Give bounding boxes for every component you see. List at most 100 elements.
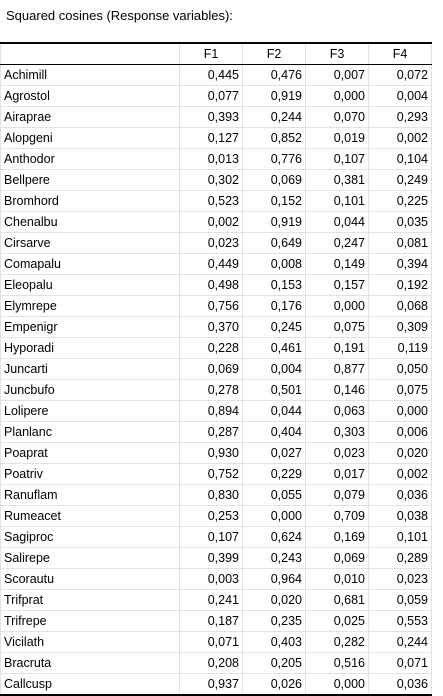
row-label-cell[interactable]: Cirsarve	[0, 232, 180, 254]
value-cell[interactable]: 0,245	[242, 316, 306, 338]
value-cell[interactable]: 0,247	[305, 232, 369, 254]
value-cell[interactable]: 0,023	[179, 232, 243, 254]
value-cell[interactable]: 0,104	[368, 148, 432, 170]
value-cell[interactable]: 0,000	[305, 673, 369, 696]
value-cell[interactable]: 0,157	[305, 274, 369, 296]
value-cell[interactable]: 0,004	[242, 358, 306, 380]
value-cell[interactable]: 0,017	[305, 463, 369, 485]
row-label-cell[interactable]: Alopgeni	[0, 127, 180, 149]
value-cell[interactable]: 0,002	[368, 463, 432, 485]
value-cell[interactable]: 0,069	[305, 547, 369, 569]
value-cell[interactable]: 0,119	[368, 337, 432, 359]
value-cell[interactable]: 0,404	[242, 421, 306, 443]
row-label-cell[interactable]: Scorautu	[0, 568, 180, 590]
row-label-cell[interactable]: Sagiproc	[0, 526, 180, 548]
value-cell[interactable]: 0,293	[368, 106, 432, 128]
value-cell[interactable]: 0,225	[368, 190, 432, 212]
value-cell[interactable]: 0,002	[368, 127, 432, 149]
column-header[interactable]: F2	[242, 42, 306, 65]
value-cell[interactable]: 0,146	[305, 379, 369, 401]
row-label-cell[interactable]: Agrostol	[0, 85, 180, 107]
value-cell[interactable]: 0,023	[368, 568, 432, 590]
value-cell[interactable]: 0,101	[368, 526, 432, 548]
value-cell[interactable]: 0,038	[368, 505, 432, 527]
value-cell[interactable]: 0,059	[368, 589, 432, 611]
value-cell[interactable]: 0,852	[242, 127, 306, 149]
value-cell[interactable]: 0,063	[305, 400, 369, 422]
value-cell[interactable]: 0,394	[368, 253, 432, 275]
value-cell[interactable]: 0,020	[242, 589, 306, 611]
value-cell[interactable]: 0,036	[368, 484, 432, 506]
value-cell[interactable]: 0,008	[242, 253, 306, 275]
value-cell[interactable]: 0,235	[242, 610, 306, 632]
value-cell[interactable]: 0,964	[242, 568, 306, 590]
value-cell[interactable]: 0,149	[305, 253, 369, 275]
row-label-cell[interactable]: Hyporadi	[0, 337, 180, 359]
value-cell[interactable]: 0,229	[242, 463, 306, 485]
row-label-cell[interactable]: Trifrepe	[0, 610, 180, 632]
value-cell[interactable]: 0,756	[179, 295, 243, 317]
row-label-cell[interactable]: Empenigr	[0, 316, 180, 338]
value-cell[interactable]: 0,830	[179, 484, 243, 506]
value-cell[interactable]: 0,107	[179, 526, 243, 548]
value-cell[interactable]: 0,309	[368, 316, 432, 338]
row-label-cell[interactable]: Chenalbu	[0, 211, 180, 233]
row-label-cell[interactable]: Lolipere	[0, 400, 180, 422]
value-cell[interactable]: 0,007	[305, 64, 369, 86]
value-cell[interactable]: 0,709	[305, 505, 369, 527]
row-label-cell[interactable]: Eleopalu	[0, 274, 180, 296]
value-cell[interactable]: 0,035	[368, 211, 432, 233]
value-cell[interactable]: 0,894	[179, 400, 243, 422]
row-label-cell[interactable]: Ranuflam	[0, 484, 180, 506]
value-cell[interactable]: 0,681	[305, 589, 369, 611]
value-cell[interactable]: 0,000	[242, 505, 306, 527]
value-cell[interactable]: 0,025	[305, 610, 369, 632]
value-cell[interactable]: 0,752	[179, 463, 243, 485]
row-label-cell[interactable]: Achimill	[0, 64, 180, 86]
value-cell[interactable]: 0,027	[242, 442, 306, 464]
value-cell[interactable]: 0,399	[179, 547, 243, 569]
row-label-cell[interactable]: Planlanc	[0, 421, 180, 443]
value-cell[interactable]: 0,498	[179, 274, 243, 296]
value-cell[interactable]: 0,624	[242, 526, 306, 548]
value-cell[interactable]: 0,069	[242, 169, 306, 191]
value-cell[interactable]: 0,393	[179, 106, 243, 128]
value-cell[interactable]: 0,461	[242, 337, 306, 359]
row-label-cell[interactable]: Juncbufo	[0, 379, 180, 401]
value-cell[interactable]: 0,023	[305, 442, 369, 464]
value-cell[interactable]: 0,244	[368, 631, 432, 653]
row-label-cell[interactable]: Vicilath	[0, 631, 180, 653]
column-header[interactable]: F4	[368, 42, 432, 65]
value-cell[interactable]: 0,919	[242, 85, 306, 107]
value-cell[interactable]: 0,523	[179, 190, 243, 212]
value-cell[interactable]: 0,000	[305, 85, 369, 107]
value-cell[interactable]: 0,282	[305, 631, 369, 653]
column-header[interactable]: F1	[179, 42, 243, 65]
value-cell[interactable]: 0,075	[368, 379, 432, 401]
row-label-cell[interactable]: Bellpere	[0, 169, 180, 191]
value-cell[interactable]: 0,381	[305, 169, 369, 191]
row-label-cell[interactable]: Poatriv	[0, 463, 180, 485]
row-label-cell[interactable]: Poaprat	[0, 442, 180, 464]
row-label-cell[interactable]: Rumeacet	[0, 505, 180, 527]
value-cell[interactable]: 0,553	[368, 610, 432, 632]
value-cell[interactable]: 0,101	[305, 190, 369, 212]
value-cell[interactable]: 0,649	[242, 232, 306, 254]
value-cell[interactable]: 0,013	[179, 148, 243, 170]
value-cell[interactable]: 0,006	[368, 421, 432, 443]
row-label-cell[interactable]: Trifprat	[0, 589, 180, 611]
value-cell[interactable]: 0,072	[368, 64, 432, 86]
value-cell[interactable]: 0,208	[179, 652, 243, 674]
value-cell[interactable]: 0,004	[368, 85, 432, 107]
value-cell[interactable]: 0,476	[242, 64, 306, 86]
value-cell[interactable]: 0,019	[305, 127, 369, 149]
value-cell[interactable]: 0,071	[179, 631, 243, 653]
value-cell[interactable]: 0,278	[179, 379, 243, 401]
value-cell[interactable]: 0,289	[368, 547, 432, 569]
value-cell[interactable]: 0,244	[242, 106, 306, 128]
value-cell[interactable]: 0,516	[305, 652, 369, 674]
value-cell[interactable]: 0,243	[242, 547, 306, 569]
value-cell[interactable]: 0,303	[305, 421, 369, 443]
value-cell[interactable]: 0,919	[242, 211, 306, 233]
value-cell[interactable]: 0,036	[368, 673, 432, 696]
